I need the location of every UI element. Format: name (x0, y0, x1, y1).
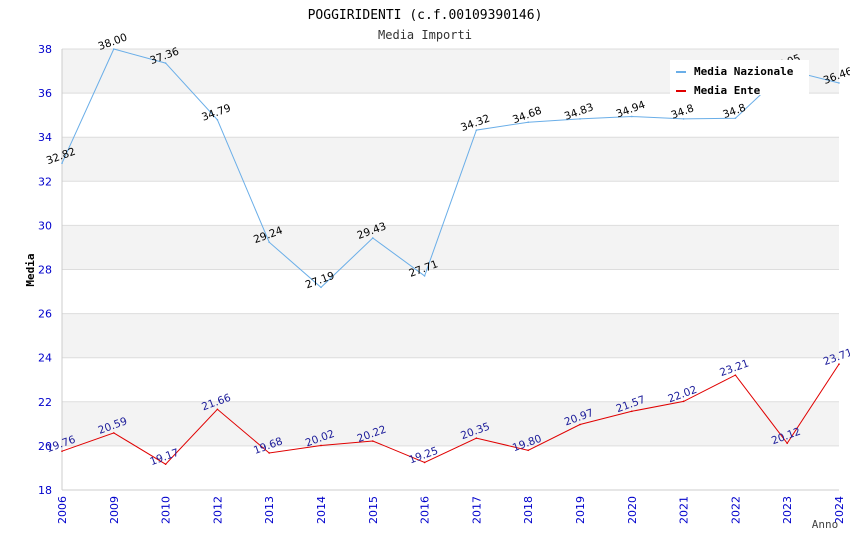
data-point (734, 117, 737, 120)
data-point (579, 118, 581, 120)
x-tick-label: 2016 (419, 496, 432, 524)
data-point (113, 48, 115, 50)
data-point (527, 449, 529, 452)
y-tick-label: 28 (38, 264, 52, 277)
data-point (423, 461, 426, 464)
x-axis-label: Anno (812, 518, 839, 531)
y-tick-label: 20 (38, 440, 52, 453)
data-point (372, 440, 374, 442)
x-tick-label: 2022 (729, 496, 742, 524)
data-point (838, 82, 840, 84)
chart-subtitle: Media Importi (378, 28, 472, 42)
y-tick-label: 30 (38, 219, 52, 232)
y-tick-label: 38 (38, 43, 52, 56)
data-point (61, 162, 63, 165)
data-point (734, 374, 737, 376)
y-tick-label: 32 (38, 175, 52, 188)
data-point (268, 452, 271, 454)
x-tick-label: 2021 (678, 496, 691, 524)
x-axis-ticks: 2006 2009 2010 2012 2013 2014 2015 2016 2017 2018… (56, 496, 846, 524)
y-tick-label: 36 (38, 87, 52, 100)
x-tick-label: 2024 (833, 496, 846, 524)
x-tick-label: 2013 (263, 496, 276, 524)
data-point (216, 408, 219, 411)
plot-band (62, 357, 839, 402)
x-tick-label: 2018 (522, 496, 535, 524)
series-group (61, 48, 840, 466)
x-tick-label: 2010 (160, 496, 173, 524)
plot-band (62, 269, 839, 314)
data-point (475, 437, 478, 439)
x-tick-label: 2023 (781, 496, 794, 524)
legend-label-ente: Media Ente (694, 84, 761, 97)
data-point (216, 118, 219, 121)
x-tick-label: 2009 (108, 496, 121, 524)
x-tick-label: 2015 (367, 496, 380, 524)
data-point (372, 237, 374, 239)
data-point (682, 118, 685, 120)
plot-background (62, 49, 839, 490)
x-tick-label: 2012 (211, 496, 224, 524)
data-point (113, 432, 115, 434)
data-point (527, 121, 529, 124)
data-point (838, 363, 840, 365)
data-point (631, 115, 633, 118)
plot-band (62, 93, 839, 138)
x-tick-label: 2006 (56, 496, 69, 524)
x-tick-label: 2017 (470, 496, 483, 524)
data-point (786, 442, 788, 445)
plot-band (62, 401, 839, 446)
data-point (268, 241, 271, 243)
data-point (631, 410, 633, 413)
y-axis-label: Media (24, 253, 37, 286)
y-axis-ticks: 18 20 22 24 26 28 30 32 34 36 38 (38, 43, 52, 497)
y-tick-label: 34 (38, 131, 52, 144)
y-tick-label: 26 (38, 308, 52, 321)
data-point (320, 286, 322, 289)
plot-band (62, 313, 839, 358)
plot-band (62, 225, 839, 270)
axes (61, 49, 839, 491)
data-point (164, 463, 167, 466)
series-line-media-nazionale (61, 48, 840, 289)
legend-label-nazionale: Media Nazionale (694, 65, 794, 78)
plot-band (62, 137, 839, 182)
x-tick-label: 2020 (626, 496, 639, 524)
plot-band (62, 445, 839, 490)
y-tick-label: 18 (38, 484, 52, 497)
data-point (61, 450, 63, 452)
y-tick-label: 24 (38, 352, 52, 365)
data-point (320, 444, 322, 447)
legend-box (670, 60, 809, 95)
data-point (579, 423, 581, 426)
x-tick-label: 2014 (315, 496, 328, 524)
data-point (475, 129, 478, 131)
data-point (682, 400, 685, 403)
y-tick-label: 22 (38, 396, 52, 409)
chart-title: POGGIRIDENTI (c.f.00109390146) (308, 8, 543, 23)
data-point (164, 62, 167, 64)
x-tick-label: 2019 (574, 496, 587, 524)
legend: Media Nazionale Media Ente (670, 60, 809, 97)
data-point (423, 275, 426, 277)
series-line-media-ente (61, 363, 840, 465)
